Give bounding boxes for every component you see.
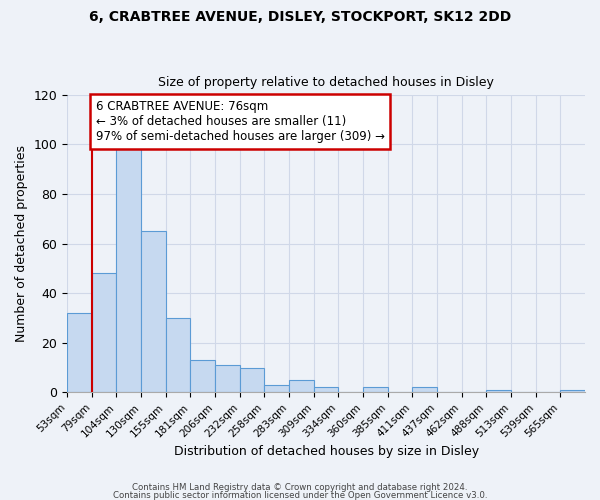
Bar xyxy=(412,388,437,392)
Text: Contains public sector information licensed under the Open Government Licence v3: Contains public sector information licen… xyxy=(113,490,487,500)
Bar xyxy=(487,390,511,392)
Y-axis label: Number of detached properties: Number of detached properties xyxy=(15,145,28,342)
Bar xyxy=(92,274,116,392)
Title: Size of property relative to detached houses in Disley: Size of property relative to detached ho… xyxy=(158,76,494,90)
Bar xyxy=(190,360,215,392)
Bar xyxy=(560,390,585,392)
Bar xyxy=(363,388,388,392)
X-axis label: Distribution of detached houses by size in Disley: Distribution of detached houses by size … xyxy=(173,444,479,458)
Bar xyxy=(265,385,289,392)
Bar xyxy=(67,313,92,392)
Bar xyxy=(141,231,166,392)
Text: 6, CRABTREE AVENUE, DISLEY, STOCKPORT, SK12 2DD: 6, CRABTREE AVENUE, DISLEY, STOCKPORT, S… xyxy=(89,10,511,24)
Bar xyxy=(240,368,265,392)
Bar xyxy=(166,318,190,392)
Text: 6 CRABTREE AVENUE: 76sqm
← 3% of detached houses are smaller (11)
97% of semi-de: 6 CRABTREE AVENUE: 76sqm ← 3% of detache… xyxy=(95,100,385,143)
Bar xyxy=(116,144,141,392)
Text: Contains HM Land Registry data © Crown copyright and database right 2024.: Contains HM Land Registry data © Crown c… xyxy=(132,484,468,492)
Bar xyxy=(289,380,314,392)
Bar xyxy=(314,388,338,392)
Bar xyxy=(215,365,240,392)
